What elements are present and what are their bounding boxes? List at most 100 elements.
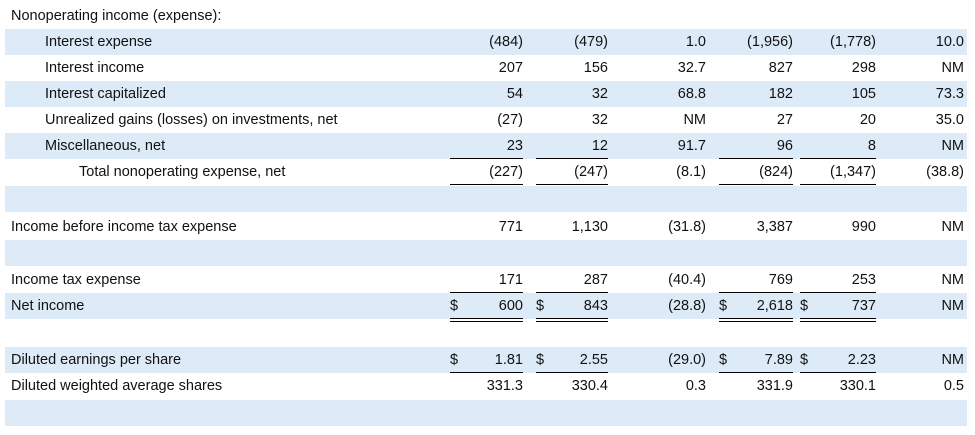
cell-value: NM xyxy=(941,272,964,288)
cell-value: (8.1) xyxy=(676,164,706,180)
cell-value: 769 xyxy=(768,272,793,288)
table-row-interest-capitalized: Interest capitalized 54 32 68.8 182 105 … xyxy=(5,81,967,107)
cell-value: (1,347) xyxy=(830,164,876,180)
cell-value: NM xyxy=(941,138,964,154)
currency-symbol: $ xyxy=(536,352,545,368)
table-row-net-income: Net income $600 $843 (28.8) $2,618 $737 … xyxy=(5,293,967,319)
cell-value: $737 xyxy=(800,293,876,319)
cell-value: (484) xyxy=(489,34,523,50)
cell-value: 990 xyxy=(851,219,876,235)
currency-symbol: $ xyxy=(450,298,459,314)
row-label: Miscellaneous, net xyxy=(45,138,166,154)
table-row-interest-expense: Interest expense (484) (479) 1.0 (1,956)… xyxy=(5,29,967,55)
double-underline xyxy=(536,318,608,322)
cell-value: NM xyxy=(941,352,964,368)
single-underline xyxy=(450,372,523,373)
value-text: 2.55 xyxy=(579,352,608,368)
row-label: Total nonoperating expense, net xyxy=(79,164,286,180)
cell-value: 32.7 xyxy=(677,60,706,76)
cell-value: NM xyxy=(941,60,964,76)
table-row-miscellaneous: Miscellaneous, net 23 12 91.7 96 8 NM xyxy=(5,133,967,159)
cell-value: $2.55 xyxy=(536,347,608,373)
spacer-row xyxy=(5,186,967,212)
table-row-interest-income: Interest income 207 156 32.7 827 298 NM xyxy=(5,55,967,81)
cell-value: NM xyxy=(683,112,706,128)
cell-value: 0.5 xyxy=(943,378,964,394)
single-underline xyxy=(450,292,523,293)
cell-value: 331.3 xyxy=(486,378,523,394)
row-label: Diluted weighted average shares xyxy=(11,378,223,394)
cell-value: 331.9 xyxy=(756,378,793,394)
single-underline xyxy=(719,292,793,293)
cell-value: 171 xyxy=(498,272,523,288)
cell-value: 91.7 xyxy=(677,138,706,154)
cell-value: 1.0 xyxy=(685,34,706,50)
cell-value: $1.81 xyxy=(450,347,523,373)
cell-value: 20 xyxy=(859,112,876,128)
row-label: Net income xyxy=(11,298,85,314)
table-row-diluted-shares: Diluted weighted average shares 331.3 33… xyxy=(5,373,967,399)
table-row-income-tax-expense: Income tax expense 171 287 (40.4) 769 25… xyxy=(5,267,967,293)
cell-value: $843 xyxy=(536,293,608,319)
cell-value: $2.23 xyxy=(800,347,876,373)
cell-value: $7.89 xyxy=(719,347,793,373)
single-underline xyxy=(450,158,523,159)
single-underline xyxy=(536,372,608,373)
row-label: Interest expense xyxy=(45,34,153,50)
cell-value: 73.3 xyxy=(935,86,964,102)
cell-value: (28.8) xyxy=(668,298,706,314)
currency-symbol: $ xyxy=(536,298,545,314)
cell-value: 330.4 xyxy=(571,378,608,394)
cell-value: (1,956) xyxy=(747,34,793,50)
single-underline xyxy=(800,372,876,373)
value-text: 2,618 xyxy=(756,298,793,314)
value-text: 737 xyxy=(851,298,876,314)
cell-value: (824) xyxy=(759,164,793,180)
single-underline xyxy=(800,292,876,293)
cell-value: 3,387 xyxy=(756,219,793,235)
row-label: Income before income tax expense xyxy=(11,219,237,235)
spacer-row xyxy=(5,240,967,266)
cell-value: 827 xyxy=(768,60,793,76)
cell-value: 10.0 xyxy=(935,34,964,50)
spacer-row xyxy=(5,400,967,426)
value-text: 600 xyxy=(498,298,523,314)
value-text: 843 xyxy=(583,298,608,314)
cell-value: 54 xyxy=(506,86,523,102)
double-underline xyxy=(450,318,523,322)
cell-value: (38.8) xyxy=(926,164,964,180)
cell-value: (40.4) xyxy=(668,272,706,288)
cell-value: 105 xyxy=(851,86,876,102)
table-row-diluted-eps: Diluted earnings per share $1.81 $2.55 (… xyxy=(5,347,967,373)
cell-value: $2,618 xyxy=(719,293,793,319)
currency-symbol: $ xyxy=(719,298,728,314)
currency-symbol: $ xyxy=(450,352,459,368)
cell-value: 96 xyxy=(776,138,793,154)
row-label: Income tax expense xyxy=(11,272,141,288)
cell-value: 32 xyxy=(591,86,608,102)
cell-value: 1,130 xyxy=(571,219,608,235)
single-underline xyxy=(800,158,876,159)
row-label: Diluted earnings per share xyxy=(11,352,182,368)
cell-value: 298 xyxy=(851,60,876,76)
currency-symbol: $ xyxy=(719,352,728,368)
single-underline xyxy=(536,158,608,159)
single-underline xyxy=(536,292,608,293)
cell-value: 23 xyxy=(506,138,523,154)
currency-symbol: $ xyxy=(800,298,809,314)
cell-value: (1,778) xyxy=(830,34,876,50)
row-label: Interest capitalized xyxy=(45,86,166,102)
table-row-income-before-tax: Income before income tax expense 771 1,1… xyxy=(5,214,967,240)
single-underline xyxy=(719,158,793,159)
cell-value: 32 xyxy=(591,112,608,128)
cell-value: (247) xyxy=(574,164,608,180)
section-header-row: Nonoperating income (expense): xyxy=(5,3,967,29)
value-text: 1.81 xyxy=(494,352,523,368)
table-row-unrealized-gains: Unrealized gains (losses) on investments… xyxy=(5,107,967,133)
double-underline xyxy=(719,318,793,322)
cell-value: 287 xyxy=(583,272,608,288)
cell-value: 27 xyxy=(776,112,793,128)
cell-value: 8 xyxy=(867,138,876,154)
row-label: Unrealized gains (losses) on investments… xyxy=(45,112,338,128)
cell-value: 156 xyxy=(583,60,608,76)
